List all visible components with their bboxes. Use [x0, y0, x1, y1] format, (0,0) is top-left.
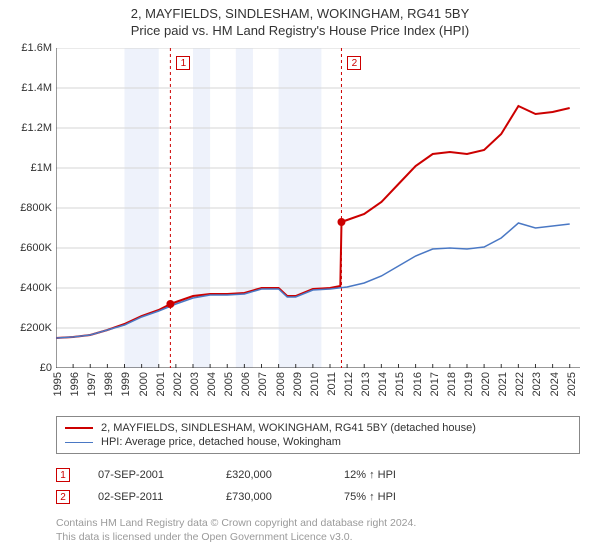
- x-axis-label: 2002: [172, 372, 184, 396]
- x-axis-label: 2007: [257, 372, 269, 396]
- sale-marker: 1: [176, 56, 190, 70]
- sale-pct: 12% ↑ HPI: [344, 469, 454, 481]
- sales-table: 1 07-SEP-2001 £320,000 12% ↑ HPI 2 02-SEP-201…: [56, 464, 580, 508]
- sale-price: £730,000: [226, 491, 316, 503]
- x-axis-label: 2011: [326, 372, 338, 396]
- x-axis-label: 2024: [549, 372, 561, 396]
- x-axis-label: 2009: [292, 372, 304, 396]
- x-axis-label: 2020: [480, 372, 492, 396]
- sale-marker: 1: [56, 468, 70, 482]
- legend-row: 2, MAYFIELDS, SINDLESHAM, WOKINGHAM, RG4…: [65, 421, 571, 435]
- y-axis-label: £200K: [20, 322, 52, 334]
- sale-date: 07-SEP-2001: [98, 469, 198, 481]
- y-axis-label: £0: [40, 362, 52, 374]
- x-axis-label: 2004: [206, 372, 218, 396]
- x-axis-label: 2010: [309, 372, 321, 396]
- x-axis-label: 2018: [446, 372, 458, 396]
- x-axis-label: 2023: [531, 372, 543, 396]
- sale-marker: 2: [347, 56, 361, 70]
- price-chart: £0£200K£400K£600K£800K£1M£1.2M£1.4M£1.6M…: [56, 48, 580, 368]
- legend-label: 2, MAYFIELDS, SINDLESHAM, WOKINGHAM, RG4…: [101, 422, 476, 434]
- footer-line: This data is licensed under the Open Gov…: [56, 530, 580, 544]
- y-axis-label: £800K: [20, 202, 52, 214]
- x-axis-label: 2000: [138, 372, 150, 396]
- footer-line: Contains HM Land Registry data © Crown c…: [56, 516, 580, 530]
- y-axis-label: £600K: [20, 242, 52, 254]
- sale-row: 1 07-SEP-2001 £320,000 12% ↑ HPI: [56, 464, 580, 486]
- x-axis-label: 2012: [343, 372, 355, 396]
- x-axis-label: 2017: [429, 372, 441, 396]
- x-axis-label: 1995: [52, 372, 64, 396]
- y-axis-label: £1.4M: [21, 82, 52, 94]
- y-axis-label: £1M: [31, 162, 52, 174]
- y-axis-label: £400K: [20, 282, 52, 294]
- x-axis-label: 2006: [240, 372, 252, 396]
- x-axis-label: 2001: [155, 372, 167, 396]
- legend-swatch: [65, 442, 93, 443]
- sale-marker: 2: [56, 490, 70, 504]
- sale-row: 2 02-SEP-2011 £730,000 75% ↑ HPI: [56, 486, 580, 508]
- sale-pct: 75% ↑ HPI: [344, 491, 454, 503]
- x-axis-label: 2019: [463, 372, 475, 396]
- x-axis-label: 2005: [223, 372, 235, 396]
- legend-swatch: [65, 427, 93, 429]
- x-axis-label: 2014: [377, 372, 389, 396]
- sale-date: 02-SEP-2011: [98, 491, 198, 503]
- page-title: 2, MAYFIELDS, SINDLESHAM, WOKINGHAM, RG4…: [0, 6, 600, 21]
- x-axis-label: 2008: [275, 372, 287, 396]
- x-axis-label: 1999: [120, 372, 132, 396]
- x-axis-label: 2022: [514, 372, 526, 396]
- x-axis-label: 1998: [103, 372, 115, 396]
- page-subtitle: Price paid vs. HM Land Registry's House …: [0, 23, 600, 38]
- x-axis-label: 2016: [412, 372, 424, 396]
- x-axis-label: 2003: [189, 372, 201, 396]
- legend-row: HPI: Average price, detached house, Woki…: [65, 435, 571, 449]
- attribution-footer: Contains HM Land Registry data © Crown c…: [56, 516, 580, 544]
- x-axis-label: 2021: [497, 372, 509, 396]
- x-axis-label: 2025: [566, 372, 578, 396]
- legend: 2, MAYFIELDS, SINDLESHAM, WOKINGHAM, RG4…: [56, 416, 580, 454]
- x-axis-label: 1996: [69, 372, 81, 396]
- sale-price: £320,000: [226, 469, 316, 481]
- x-axis-label: 2015: [394, 372, 406, 396]
- y-axis-label: £1.6M: [21, 42, 52, 54]
- x-axis-label: 1997: [86, 372, 98, 396]
- legend-label: HPI: Average price, detached house, Woki…: [101, 436, 341, 448]
- x-axis-label: 2013: [360, 372, 372, 396]
- y-axis-label: £1.2M: [21, 122, 52, 134]
